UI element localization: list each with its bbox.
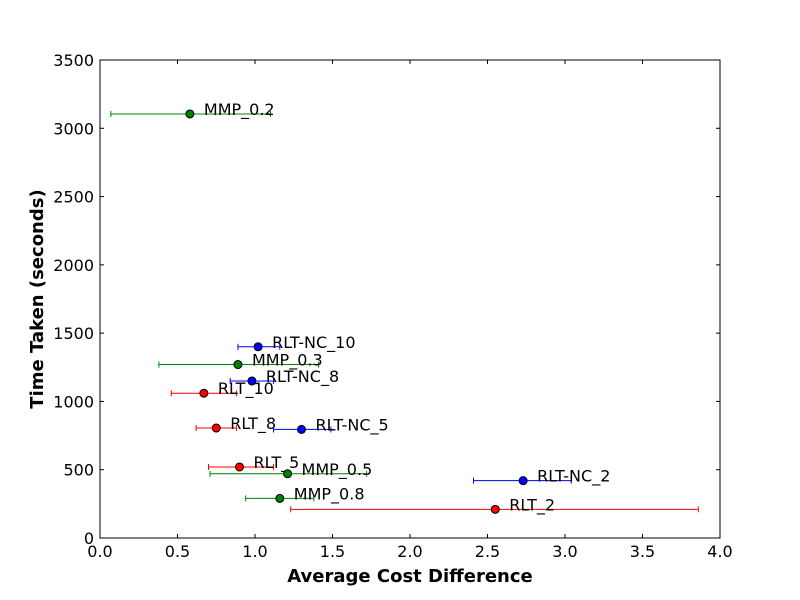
data-point-marker: [283, 469, 293, 479]
x-tick-label: 1.0: [242, 542, 267, 561]
data-point-group: RLT-NC_10: [237, 333, 356, 353]
y-tick-label: 500: [63, 461, 94, 480]
plot-frame: [99, 59, 721, 539]
x-tick-label: 2.0: [397, 542, 422, 561]
y-tick-label: 1000: [53, 392, 94, 411]
data-point-group: RLT-NC_8: [229, 367, 339, 387]
data-point-label: RLT_8: [230, 414, 276, 434]
data-point-marker: [275, 493, 285, 503]
data-point-label: MMP_0.5: [302, 460, 373, 480]
data-point-marker: [233, 360, 243, 370]
y-tick-label: 1500: [53, 324, 94, 343]
data-point-label: RLT-NC_10: [272, 333, 355, 353]
data-point-marker: [199, 388, 209, 398]
x-axis-title: Average Cost Difference: [287, 566, 532, 587]
data-point-label: MMP_0.2: [204, 100, 275, 120]
y-axis-title: Time Taken (seconds): [27, 189, 48, 408]
data-point-group: MMP_0.5: [209, 460, 373, 480]
x-tick-label: 3.0: [552, 542, 577, 561]
data-point-label: RLT-NC_2: [537, 467, 610, 487]
y-tick-label: 3000: [53, 119, 94, 138]
data-point-marker: [235, 462, 244, 472]
data-point-label: RLT_2: [509, 495, 555, 515]
y-tick-label: 2000: [53, 256, 94, 275]
data-point-marker: [490, 504, 500, 514]
x-axis-ticks: 0.0 0.5 1.0 1.5 2.0 2.5 3.0 3.5 4.0: [87, 60, 733, 561]
data-point-group: MMP_0.8: [245, 484, 365, 504]
x-tick-label: 3.5: [630, 542, 655, 561]
data-point-group: RLT_2: [290, 495, 699, 515]
data-point-group: RLT_8: [195, 414, 276, 434]
data-point-group: MMP_0.3: [158, 351, 323, 371]
data-point-marker: [185, 109, 195, 119]
data-point-label: MMP_0.3: [252, 351, 323, 371]
data-point-marker: [297, 424, 306, 434]
data-point-group: RLT-NC_2: [473, 467, 610, 487]
data-point-label: RLT_10: [218, 379, 274, 399]
data-point-marker: [247, 376, 257, 386]
y-tick-label: 3500: [53, 51, 94, 70]
x-tick-label: 0.5: [165, 542, 190, 561]
data-point-group: RLT_10: [170, 379, 274, 399]
y-tick-label: 2500: [53, 188, 94, 207]
x-tick-label: 0.0: [87, 542, 112, 561]
data-point-marker: [211, 423, 221, 433]
data-point-label: MMP_0.8: [294, 484, 365, 504]
data-point-group: MMP_0.2: [110, 100, 275, 120]
x-tick-label: 4.0: [707, 542, 732, 561]
data-point-label: RLT-NC_8: [266, 367, 339, 387]
data-point-marker: [253, 342, 263, 352]
data-point-label: RLT-NC_5: [316, 415, 389, 435]
y-axis-ticks: 0 500 1000 1500 2000 2500 3000 3500: [53, 51, 720, 548]
data-point-marker: [518, 476, 528, 486]
data-point-group: RLT_5: [208, 453, 300, 473]
x-tick-label: 2.5: [475, 542, 500, 561]
data-point-label: RLT_5: [254, 453, 300, 473]
y-tick-label: 0: [84, 529, 94, 548]
data-point-group: RLT-NC_5: [273, 415, 389, 435]
x-tick-label: 1.5: [320, 542, 345, 561]
